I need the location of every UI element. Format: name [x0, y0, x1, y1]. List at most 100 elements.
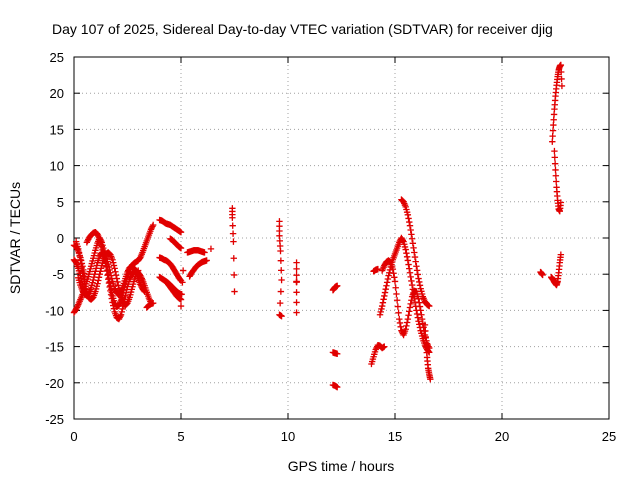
- data-point: [118, 308, 125, 316]
- data-point: [407, 226, 414, 234]
- y-tick-label: 25: [50, 50, 64, 65]
- y-tick-label: 5: [57, 195, 64, 210]
- data-point: [414, 271, 422, 278]
- x-axis-label: GPS time / hours: [288, 458, 395, 474]
- series-arc-k: [186, 257, 210, 280]
- data-point: [539, 271, 546, 279]
- data-point: [405, 261, 412, 268]
- series-arc-s: [370, 265, 382, 275]
- data-point: [77, 275, 85, 282]
- data-point: [73, 244, 81, 252]
- data-point: [110, 305, 118, 312]
- data-point: [396, 315, 403, 323]
- data-point: [149, 223, 156, 230]
- data-point: [231, 288, 238, 295]
- data-point: [402, 326, 409, 333]
- data-point: [106, 283, 113, 291]
- data-point: [557, 61, 565, 69]
- series-arc-q: [329, 349, 341, 358]
- data-point: [416, 299, 423, 306]
- series-arc-v: [378, 257, 433, 352]
- data-point: [376, 311, 384, 318]
- data-point: [72, 305, 80, 313]
- data-point: [553, 178, 560, 185]
- data-point: [115, 315, 123, 323]
- data-point: [293, 299, 300, 306]
- data-point: [423, 340, 431, 347]
- data-point: [422, 333, 429, 341]
- data-point: [407, 300, 414, 308]
- series-arc-m: [143, 299, 157, 311]
- data-point: [552, 172, 560, 179]
- data-point: [78, 278, 86, 285]
- data-point: [406, 222, 414, 229]
- data-point: [74, 302, 81, 310]
- data-point: [74, 246, 81, 253]
- y-tick-label: 20: [50, 86, 64, 101]
- data-point: [109, 299, 116, 306]
- series-arc-l: [184, 247, 208, 256]
- x-tick-label: 0: [70, 429, 77, 444]
- series-arc-h: [156, 254, 185, 284]
- data-point: [378, 305, 385, 313]
- data-point: [93, 262, 101, 269]
- data-point: [92, 265, 100, 272]
- data-point: [77, 272, 84, 279]
- data-point: [380, 296, 387, 303]
- data-point: [177, 296, 185, 303]
- data-point: [405, 215, 412, 222]
- series-arc-n: [167, 235, 185, 252]
- data-point: [416, 282, 424, 289]
- data-point: [389, 265, 397, 273]
- data-point: [101, 250, 108, 258]
- data-point: [201, 249, 208, 256]
- x-tick-label: 15: [388, 429, 402, 444]
- data-point: [403, 253, 411, 261]
- data-point: [105, 263, 113, 271]
- data-point: [396, 319, 404, 327]
- series-arc-e: [70, 256, 88, 298]
- series-arc-x: [421, 321, 434, 383]
- data-point: [177, 302, 185, 310]
- data-point: [551, 154, 558, 161]
- series-scattered-2: [276, 218, 300, 320]
- data-point: [381, 289, 389, 296]
- data-point: [84, 237, 91, 245]
- data-point: [427, 375, 434, 383]
- data-point: [551, 147, 558, 155]
- data-point: [229, 222, 236, 229]
- data-point: [334, 350, 341, 358]
- data-point: [410, 244, 417, 252]
- data-point: [230, 271, 238, 279]
- data-point: [107, 287, 114, 295]
- grid-lines: [74, 57, 609, 419]
- chart-title: Day 107 of 2025, Sidereal Day-to-day VTE…: [52, 21, 553, 37]
- data-point: [408, 281, 416, 289]
- data-point: [229, 230, 237, 237]
- data-point: [105, 276, 112, 283]
- data-point: [383, 282, 390, 289]
- series-arc-t: [368, 341, 388, 368]
- data-point: [403, 322, 410, 330]
- data-point: [141, 288, 148, 295]
- data-point: [402, 246, 409, 253]
- data-point: [111, 265, 118, 272]
- data-point: [107, 269, 114, 276]
- data-point: [549, 138, 556, 145]
- data-point: [394, 303, 402, 310]
- data-point: [177, 229, 185, 236]
- data-point: [412, 258, 419, 265]
- data-point: [108, 275, 116, 282]
- data-point: [124, 268, 131, 276]
- series-arc-y: [537, 268, 546, 279]
- x-tick-label: 5: [177, 429, 184, 444]
- data-point: [403, 250, 410, 257]
- data-point: [80, 284, 87, 291]
- data-point: [90, 273, 98, 281]
- data-point: [408, 277, 415, 285]
- data-point: [293, 278, 300, 286]
- y-tick-label: -10: [45, 303, 64, 318]
- series-scattered-1: [177, 205, 238, 310]
- data-point: [390, 270, 397, 277]
- data-point: [381, 343, 388, 350]
